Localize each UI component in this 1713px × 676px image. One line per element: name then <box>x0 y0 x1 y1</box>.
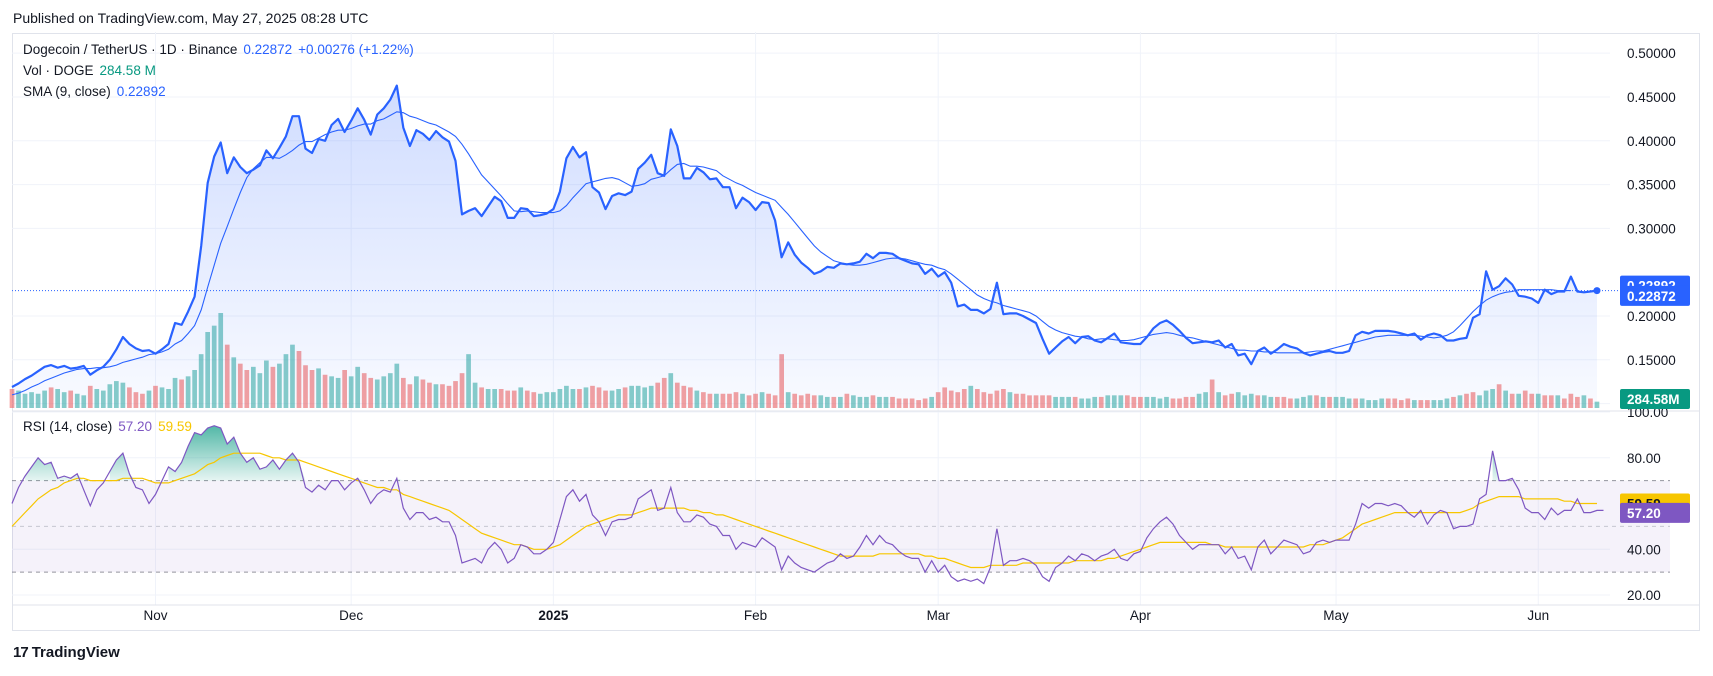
rsi-badge-bg <box>1620 502 1690 523</box>
x-tick-label: Nov <box>143 608 167 623</box>
volume-value: 284.58 M <box>99 63 156 78</box>
price-area <box>11 84 1620 408</box>
price-tick-label: 0.45000 <box>1627 90 1676 105</box>
tradingview-logo-icon: 17 <box>13 644 29 661</box>
price-area-fill <box>12 85 1597 408</box>
legend-volume-row: Vol · DOGE 284.58 M <box>23 63 156 78</box>
rsi-band <box>12 480 1670 573</box>
last-price-dot <box>1593 287 1601 295</box>
rsi-tick-label: 20.00 <box>1627 588 1661 603</box>
volume-badge: 284.58M <box>1627 392 1680 407</box>
tradingview-footer[interactable]: 17 TradingView <box>13 644 120 661</box>
rsi-badge: 57.20 <box>1627 506 1661 521</box>
price-tick-label: 0.30000 <box>1627 221 1676 236</box>
rsi-ma-value: 59.59 <box>158 419 192 434</box>
x-tick-label: Mar <box>927 608 951 623</box>
price-tick-label: 0.20000 <box>1627 309 1676 324</box>
price-tick-label: 0.15000 <box>1627 353 1676 368</box>
x-tick-label: 2025 <box>538 608 569 623</box>
x-tick-label: Apr <box>1130 608 1152 623</box>
volume-label[interactable]: Vol · DOGE <box>23 63 94 78</box>
price-tick-label: 0.50000 <box>1627 46 1676 61</box>
rsi-line <box>11 425 1604 585</box>
price-value: 0.22872 <box>243 42 293 57</box>
price-tick-label: 0.35000 <box>1627 178 1676 193</box>
legend-sma-row: SMA (9, close) 0.22892 <box>23 84 166 99</box>
axes: 0.50000 0.45000 0.40000 0.35000 0.30000 0.200… <box>143 46 1675 623</box>
x-tick-label: May <box>1323 608 1349 623</box>
last-price-badge: 0.22872 <box>1627 289 1676 304</box>
price-line <box>11 84 1598 388</box>
sma-value: 0.22892 <box>116 84 166 99</box>
footer-brand: TradingView <box>31 644 120 661</box>
symbol-label[interactable]: Dogecoin / TetherUS · 1D · Binance <box>23 42 238 57</box>
legend-symbol-row: Dogecoin / TetherUS · 1D · Binance 0.2287… <box>23 42 414 57</box>
sma-label[interactable]: SMA (9, close) <box>23 84 111 99</box>
chart-frame <box>12 33 1700 631</box>
x-tick-label: Feb <box>744 608 767 623</box>
rsi-overbought-fill <box>25 425 1519 481</box>
rsi-value: 57.20 <box>118 419 153 434</box>
published-header: Published on TradingView.com, May 27, 20… <box>13 10 369 26</box>
price-tick-label: 0.40000 <box>1627 134 1676 149</box>
rsi-tick-label: 40.00 <box>1627 542 1661 557</box>
volume-badge-bg <box>1620 389 1690 409</box>
legend-rsi-row: RSI (14, close) 57.20 59.59 <box>23 419 192 434</box>
x-tick-label: Dec <box>339 608 363 623</box>
rsi-label[interactable]: RSI (14, close) <box>23 419 113 434</box>
last-price-badge-bg <box>1620 285 1690 306</box>
rsi-panel <box>11 425 1670 585</box>
x-tick-label: Jun <box>1527 608 1549 623</box>
rsi-tick-label: 80.00 <box>1627 451 1661 466</box>
price-change: +0.00276 (+1.22%) <box>298 42 414 57</box>
